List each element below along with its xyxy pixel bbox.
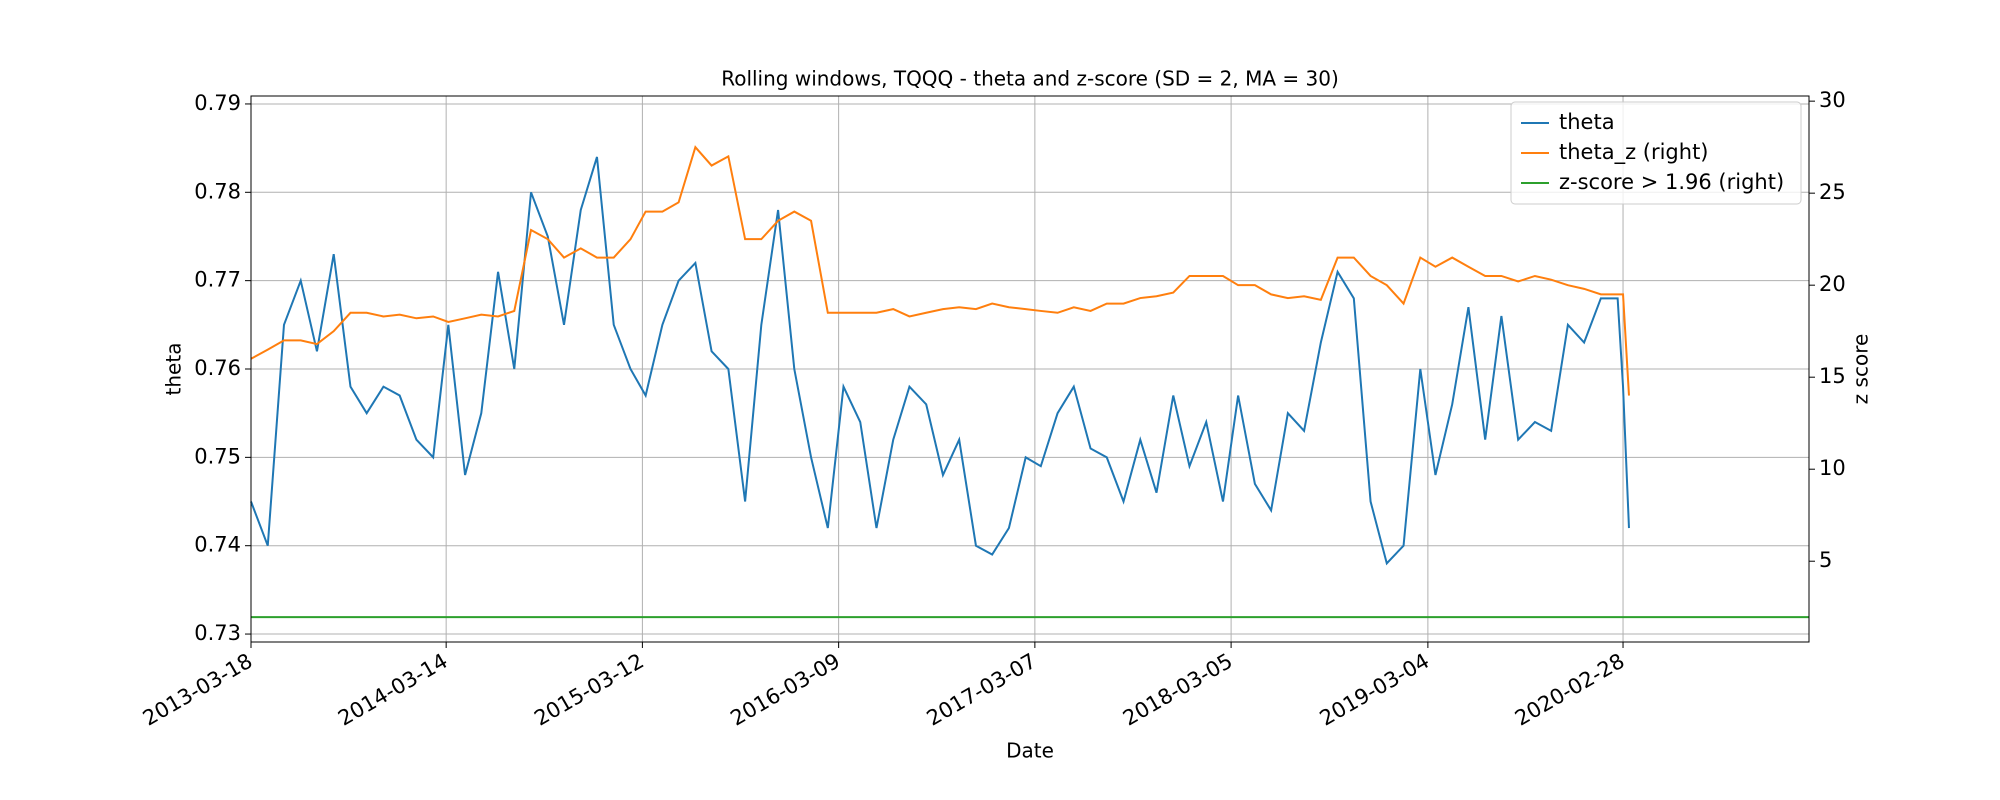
- chart-title: Rolling windows, TQQQ - theta and z-scor…: [721, 67, 1339, 91]
- y-tick-label: 0.73: [194, 621, 241, 645]
- y-axis-label: theta: [162, 343, 186, 396]
- x-tick-label: 2014-03-14: [334, 649, 452, 731]
- y-tick-label: 0.78: [194, 179, 241, 203]
- x-tick-label: 2019-03-04: [1316, 649, 1434, 731]
- x-tick-label: 2017-03-07: [923, 649, 1041, 731]
- x-tick-label: 2018-03-05: [1119, 649, 1237, 731]
- y2-tick-label: 20: [1819, 272, 1846, 296]
- x-tick-label: 2020-02-28: [1511, 649, 1629, 731]
- legend-label: theta: [1559, 110, 1615, 134]
- series-line: [250, 156, 1630, 566]
- series-line: [250, 145, 1630, 396]
- plot-frame: [250, 95, 1810, 643]
- legend-box: [1510, 101, 1802, 205]
- x-tick-label: 2015-03-12: [530, 649, 648, 731]
- y2-axis-label: z score: [1849, 334, 1873, 405]
- legend: theta theta_z (right) z-score > 1.96 (righ…: [1510, 101, 1802, 205]
- y-tick-label: 0.76: [194, 356, 241, 380]
- y2-tick-label: 30: [1819, 88, 1846, 112]
- y-tick-label: 0.75: [194, 444, 241, 468]
- y2-tick-label: 5: [1819, 548, 1832, 572]
- y2-tick-label: 25: [1819, 180, 1846, 204]
- legend-label: z-score > 1.96 (right): [1559, 170, 1784, 194]
- x-tick-label: 2016-03-09: [726, 649, 844, 731]
- y2-tick-label: 15: [1819, 364, 1846, 388]
- y-tick-label: 0.74: [194, 533, 241, 557]
- y2-tick-label: 10: [1819, 456, 1846, 480]
- legend-label: theta_z (right): [1559, 140, 1709, 165]
- y-tick-label: 0.77: [194, 268, 241, 292]
- y-tick-label: 0.79: [194, 91, 241, 115]
- x-axis-label: Date: [1006, 739, 1054, 763]
- x-tick-label: 2013-03-18: [139, 649, 257, 731]
